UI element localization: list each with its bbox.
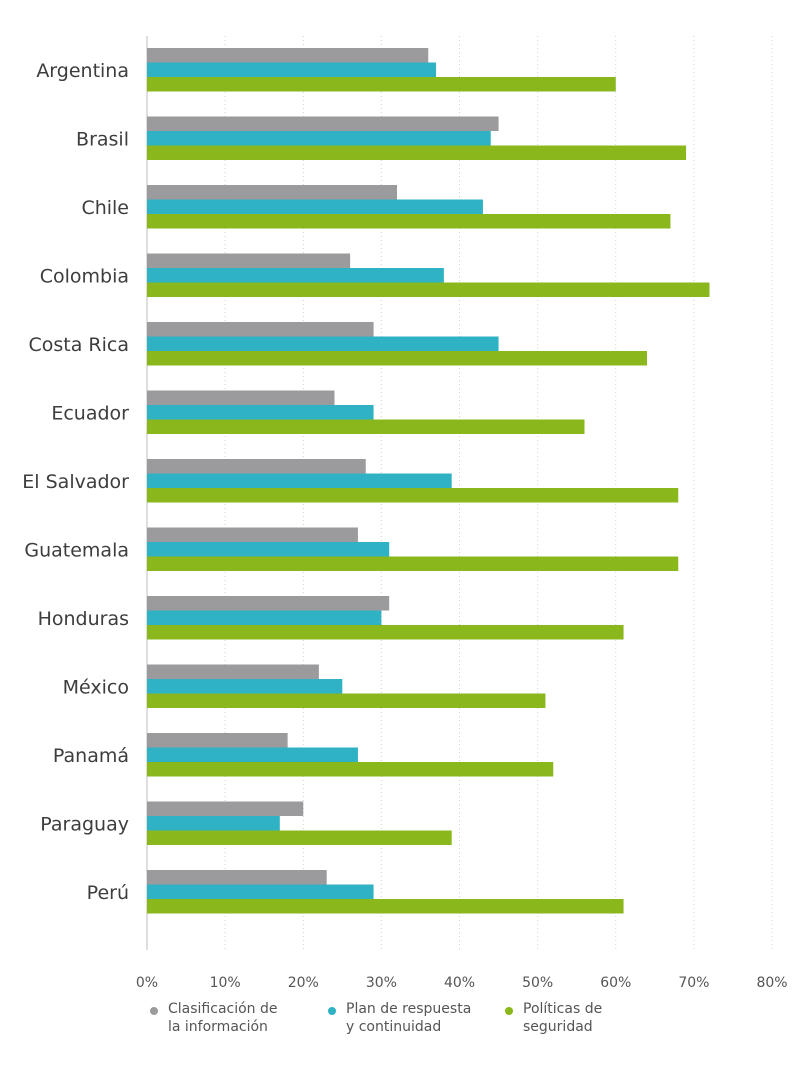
legend-item-politicas: Políticas de seguridad (505, 1000, 653, 1036)
legend-label-politicas-line1: Políticas de (523, 1001, 603, 1017)
bar-méxico-s1 (147, 679, 343, 694)
bar-honduras-s0 (147, 596, 390, 611)
bar-méxico-s0 (147, 664, 319, 679)
x-tick-label: 70% (678, 975, 709, 991)
category-label: Honduras (38, 608, 129, 630)
category-label: El Salvador (22, 471, 129, 493)
category-label: México (63, 676, 129, 698)
bar-perú-s1 (147, 884, 374, 899)
bar-ecuador-s1 (147, 405, 374, 420)
bar-paraguay-s2 (147, 830, 452, 845)
bar-colombia-s1 (147, 268, 444, 283)
x-tick-label: 80% (756, 975, 787, 991)
legend-swatch-clasificacion (150, 1007, 158, 1015)
bar-honduras-s1 (147, 610, 382, 625)
bar-perú-s2 (147, 899, 624, 914)
category-label: Ecuador (51, 402, 129, 424)
legend-label-clasificacion-line2: la información (168, 1019, 268, 1035)
legend-item-plan: Plan de respuesta y continuidad (328, 1000, 476, 1036)
bar-panamá-s1 (147, 747, 358, 762)
bar-brasil-s2 (147, 145, 687, 160)
category-label: Panamá (53, 745, 129, 767)
x-tick-label: 60% (600, 975, 631, 991)
bar-paraguay-s1 (147, 816, 280, 831)
bar-brasil-s1 (147, 131, 491, 146)
x-tick-label: 0% (136, 975, 158, 991)
bar-argentina-s1 (147, 62, 437, 77)
bar-panamá-s0 (147, 733, 288, 748)
bar-paraguay-s0 (147, 801, 304, 816)
category-label: Guatemala (24, 539, 129, 561)
x-tick-label: 20% (288, 975, 319, 991)
category-label: Colombia (40, 265, 129, 287)
category-label: Argentina (36, 60, 129, 82)
bar-el-salvador-s2 (147, 488, 679, 503)
bar-guatemala-s0 (147, 527, 358, 542)
bar-méxico-s2 (147, 693, 546, 708)
category-label: Chile (81, 197, 129, 219)
bar-costa-rica-s0 (147, 322, 374, 337)
bar-panamá-s2 (147, 762, 554, 777)
category-label: Costa Rica (29, 334, 130, 356)
bar-el-salvador-s0 (147, 459, 366, 474)
bar-brasil-s0 (147, 116, 499, 131)
legend: Clasificación de la información Plan de … (150, 1000, 710, 1072)
category-label: Paraguay (40, 813, 129, 835)
bar-el-salvador-s1 (147, 473, 452, 488)
bar-colombia-s2 (147, 282, 710, 297)
legend-swatch-plan (328, 1007, 336, 1015)
legend-label-plan-line2: y continuidad (346, 1019, 442, 1035)
bar-perú-s0 (147, 870, 327, 885)
legend-label-plan-line1: Plan de respuesta (346, 1001, 472, 1017)
bar-ecuador-s2 (147, 419, 585, 434)
bar-costa-rica-s1 (147, 336, 499, 351)
legend-item-clasificacion: Clasificación de la información (150, 1000, 298, 1036)
legend-label-politicas-line2: seguridad (523, 1019, 593, 1035)
bar-guatemala-s1 (147, 542, 390, 557)
category-label: Perú (87, 882, 129, 904)
bar-ecuador-s0 (147, 390, 335, 405)
bar-honduras-s2 (147, 625, 624, 640)
legend-swatch-politicas (505, 1007, 513, 1015)
legend-label-clasificacion-line1: Clasificación de (168, 1001, 278, 1017)
bar-argentina-s0 (147, 48, 429, 63)
bar-chile-s1 (147, 199, 483, 214)
bar-guatemala-s2 (147, 556, 679, 571)
bar-colombia-s0 (147, 253, 351, 268)
bar-chart: Argentina Brasil Chile Colombia Costa Rica Ec… (22, 36, 788, 991)
bar-chile-s2 (147, 214, 671, 229)
x-tick-label: 10% (210, 975, 241, 991)
bar-chile-s0 (147, 185, 397, 200)
x-tick-label: 30% (366, 975, 397, 991)
bar-costa-rica-s2 (147, 351, 647, 366)
bar-argentina-s2 (147, 77, 616, 92)
x-tick-label: 40% (444, 975, 475, 991)
category-label: Brasil (76, 128, 129, 150)
x-tick-label: 50% (522, 975, 553, 991)
